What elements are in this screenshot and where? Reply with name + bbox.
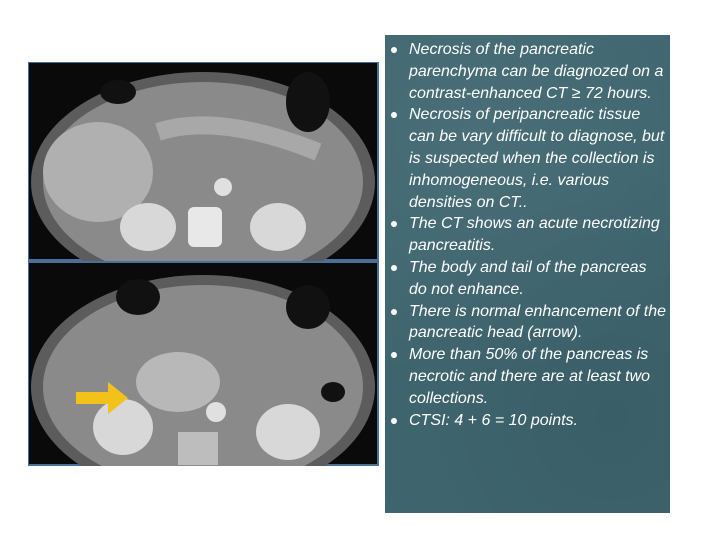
bullet-list: Necrosis of the pancreatic parenchyma ca… [385,35,670,431]
bullet: CTSI: 4 + 6 = 10 points. [385,410,670,432]
text-panel: Necrosis of the pancreatic parenchyma ca… [385,35,670,513]
bullet: Necrosis of peripancreatic tissue can be… [385,104,670,213]
bullet: The CT shows an acute necrotizing pancre… [385,213,670,257]
ct-images [28,62,379,466]
bullet: More than 50% of the pancreas is necroti… [385,344,670,409]
bullet: There is normal enhancement of the pancr… [385,301,670,345]
bullet: Necrosis of the pancreatic parenchyma ca… [385,39,670,104]
bullet: The body and tail of the pancreas do not… [385,257,670,301]
ct-bottom [28,261,379,466]
ct-top [28,62,379,292]
